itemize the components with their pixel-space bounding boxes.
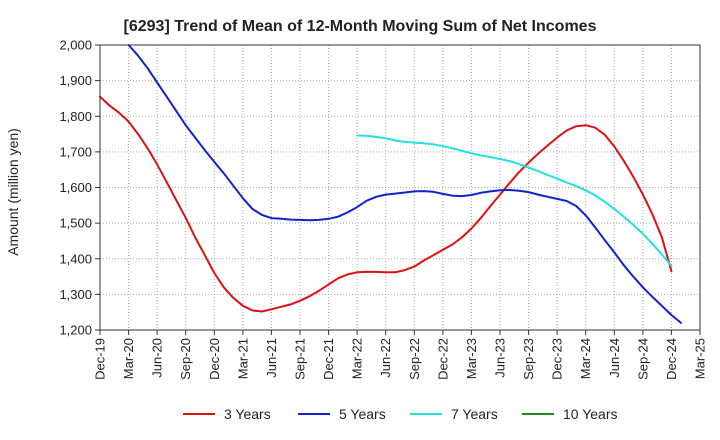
x-tick-label: Jun-20 bbox=[150, 338, 165, 378]
legend-label: 10 Years bbox=[563, 406, 618, 422]
y-axis: 1,200 1,300 1,400 1,500 1,600 1,700 1,800 1,900… bbox=[59, 38, 100, 338]
series-layer bbox=[99, 44, 682, 324]
x-tick-label: Mar-25 bbox=[693, 338, 708, 379]
y-tick-label: 1,900 bbox=[59, 73, 92, 88]
y-axis-label: Amount (million yen) bbox=[5, 128, 21, 256]
legend: 3 Years 5 Years 7 Years 10 Years bbox=[183, 406, 618, 422]
legend-label: 5 Years bbox=[339, 406, 386, 422]
x-tick-label: Mar-24 bbox=[578, 338, 593, 379]
x-tick-label: Jun-22 bbox=[378, 338, 393, 378]
x-tick-label: Sep-23 bbox=[521, 338, 536, 380]
y-tick-label: 1,200 bbox=[59, 323, 92, 338]
y-tick-label: 1,300 bbox=[59, 287, 92, 302]
x-tick-label: Dec-20 bbox=[207, 338, 222, 380]
x-tick-label: Jun-21 bbox=[264, 338, 279, 378]
y-tick-label: 1,500 bbox=[59, 216, 92, 231]
legend-label: 7 Years bbox=[451, 406, 498, 422]
x-tick-label: Sep-24 bbox=[635, 338, 650, 380]
y-tick-label: 1,400 bbox=[59, 251, 92, 266]
series-line-7-years bbox=[356, 134, 673, 267]
series-line-5-years bbox=[127, 44, 682, 324]
x-tick-label: Sep-20 bbox=[178, 338, 193, 380]
x-tick-label: Mar-20 bbox=[121, 338, 136, 379]
x-axis: Dec-19 Mar-20 Jun-20 Sep-20 Dec-20 Mar-21 Jun-… bbox=[93, 330, 708, 380]
y-tick-label: 2,000 bbox=[59, 38, 92, 53]
grid bbox=[100, 45, 700, 330]
y-tick-label: 1,600 bbox=[59, 180, 92, 195]
legend-label: 3 Years bbox=[224, 406, 271, 422]
x-tick-label: Sep-22 bbox=[407, 338, 422, 380]
x-tick-label: Mar-21 bbox=[235, 338, 250, 379]
x-tick-label: Dec-24 bbox=[664, 338, 679, 380]
x-tick-label: Dec-23 bbox=[550, 338, 565, 380]
x-tick-label: Dec-19 bbox=[93, 338, 108, 380]
x-tick-label: Mar-22 bbox=[350, 338, 365, 379]
x-tick-label: Dec-21 bbox=[321, 338, 336, 380]
x-tick-label: Jun-24 bbox=[607, 338, 622, 378]
y-tick-label: 1,800 bbox=[59, 109, 92, 124]
x-tick-label: Mar-23 bbox=[464, 338, 479, 379]
y-tick-label: 1,700 bbox=[59, 144, 92, 159]
x-tick-label: Dec-22 bbox=[435, 338, 450, 380]
x-tick-label: Sep-21 bbox=[293, 338, 308, 380]
series-line-3-years bbox=[99, 95, 673, 313]
chart-title: [6293] Trend of Mean of 12-Month Moving … bbox=[124, 18, 597, 35]
x-tick-label: Jun-23 bbox=[493, 338, 508, 378]
